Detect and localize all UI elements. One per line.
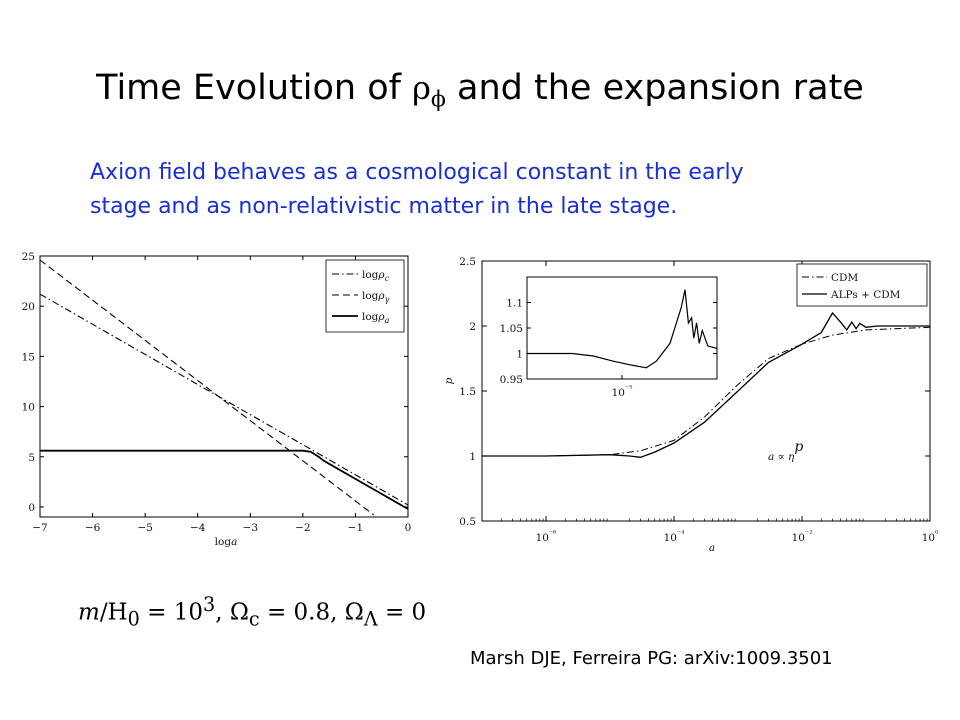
right-legend-label: CDM [831,272,858,284]
left-legend-label: logρc [362,269,390,283]
left-y-tick-label: 0 [28,502,35,514]
right-x-tick-label: 10⁻⁴ [664,529,685,544]
left-x-axis-label: loga [215,536,238,548]
left-x-tick-label: −7 [32,522,47,534]
left-x-tick-label: −4 [190,522,206,534]
right-x-tick-label: 10⁻⁶ [536,529,557,544]
left-legend-box [325,259,405,333]
slide-title: Time Evolution of ρϕ and the expansion r… [0,68,960,112]
subtitle-line-1: Axion field behaves as a cosmological co… [90,160,744,185]
right-y-tick-label: 1 [469,451,476,463]
subtitle-line-2: stage and as non-relativistic matter in … [90,194,678,219]
left-x-tick-label: −5 [137,522,152,534]
inset-series-alps-cdm [527,289,718,369]
right-y-axis-label: p [443,377,455,384]
left-x-tick-label: −6 [85,522,101,534]
left-legend-label: logργ [362,290,390,304]
left-x-tick-label: 0 [405,522,412,534]
title-suffix: and the expansion rate [445,68,864,108]
left-y-tick-label: 5 [28,452,35,464]
left-x-tick-label: −1 [348,522,363,534]
inset-y-tick-label: 1 [516,349,523,361]
left-series-log-rho-a [40,449,408,510]
left-legend-label: logρa [362,311,390,325]
right-x-tick-label: 10⁻² [792,529,813,544]
left-series-log-rho-c [40,293,408,506]
right-legend-label: ALPs + CDM [830,289,901,301]
right-x-tick-label: 10⁰ [922,529,939,544]
left-y-tick-label: 20 [22,301,35,313]
inset-y-tick-label: 1.05 [500,323,523,335]
left-x-tick-label: −2 [295,522,310,534]
inset-y-tick-label: 0.95 [500,374,523,386]
right-legend-box [796,263,928,307]
left-y-tick-label: 25 [22,251,35,263]
right-y-tick-label: 1.5 [459,386,476,398]
right-y-tick-label: 0.5 [459,516,476,528]
right-x-axis-label: a [709,542,715,554]
left-x-tick-label: −3 [243,522,258,534]
right-y-tick-label: 2.5 [459,256,476,268]
citation: Marsh DJE, Ferreira PG: arXiv:1009.3501 [470,648,833,669]
inset-y-tick-label: 1.1 [506,298,523,310]
left-y-tick-label: 15 [22,351,35,363]
right-y-tick-label: 2 [469,321,476,333]
inset-x-tick-label: 10⁻⁵ [612,384,633,399]
right-annotation: a ∝ ηp [768,439,803,463]
left-series-log-rho-gamma [40,259,375,516]
title-prefix: Time Evolution of [96,68,413,108]
right-series-alps-cdm [482,311,930,458]
left-y-tick-label: 10 [22,402,35,414]
slide-subtitle: Axion field behaves as a cosmological co… [90,156,890,224]
parameter-formula: m/H0 = 103, Ωc = 0.8, ΩΛ = 0 [78,593,427,631]
inset-plot-frame [526,276,718,380]
rho-phi-symbol: ρϕ [412,69,446,113]
left-series-group [40,259,408,516]
